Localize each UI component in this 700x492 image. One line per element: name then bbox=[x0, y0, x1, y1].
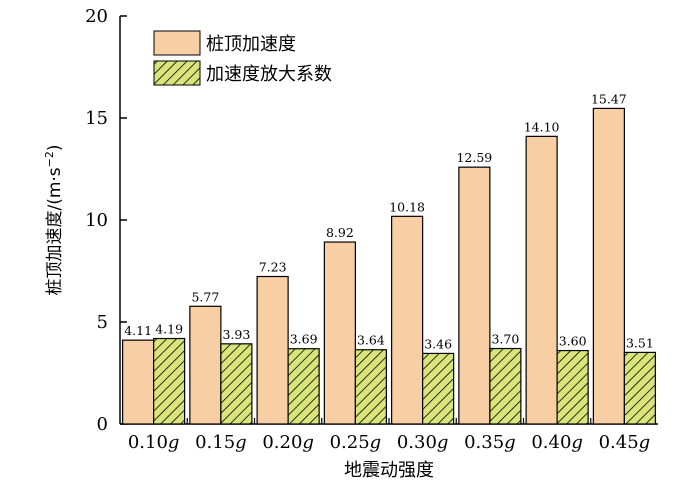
y-ticks: 0 5 10 15 20 bbox=[85, 6, 127, 435]
bar-amplification-factor-6 bbox=[556, 349, 589, 425]
x-axis-label: 地震动强度 bbox=[344, 460, 434, 481]
data-label: 10.18 bbox=[389, 199, 425, 214]
bar-amplification-factor-4 bbox=[422, 352, 455, 425]
legend-label-pile-top-acceleration: 桩顶加速度 bbox=[206, 34, 296, 55]
x-tick-label: 0.10g bbox=[128, 432, 180, 453]
bar-pile-top-acceleration-1 bbox=[189, 305, 222, 425]
y-axis-label-close: ) bbox=[45, 144, 65, 151]
bar-amplification-factor-0 bbox=[153, 337, 186, 425]
bar-amplification-factor-1 bbox=[220, 343, 253, 425]
x-tick-label: 0.25g bbox=[330, 432, 382, 453]
data-label: 3.93 bbox=[222, 327, 250, 342]
y-tick-label: 0 bbox=[97, 414, 108, 435]
legend-swatch-pile-top-acceleration bbox=[153, 30, 201, 56]
x-tick-label: 0.45g bbox=[599, 432, 651, 453]
bar-amplification-factor-3 bbox=[354, 349, 387, 425]
x-tick-labels: 0.10g 0.15g 0.20g 0.25g 0.30g 0.35g 0.40g 0.45g bbox=[128, 432, 650, 453]
x-tick-label: 0.15g bbox=[195, 432, 247, 453]
data-label: 3.64 bbox=[357, 333, 385, 348]
legend: 桩顶加速度 加速度放大系数 bbox=[153, 30, 332, 86]
y-tick-label: 10 bbox=[85, 210, 108, 231]
data-label: 5.77 bbox=[191, 289, 219, 304]
bar-pile-top-acceleration-3 bbox=[323, 241, 356, 425]
bar-pile-top-acceleration-6 bbox=[525, 135, 558, 425]
y-axis-label: 桩顶加速度/(m·s−2) bbox=[43, 144, 65, 295]
bar-pile-top-acceleration-7 bbox=[592, 107, 625, 425]
data-label: 7.23 bbox=[259, 260, 287, 275]
bar-pile-top-acceleration-5 bbox=[458, 166, 491, 425]
data-label: 12.59 bbox=[456, 150, 492, 165]
y-axis-label-exponent: −2 bbox=[43, 151, 56, 167]
data-label: 15.47 bbox=[591, 91, 627, 106]
y-tick-label: 20 bbox=[85, 6, 108, 27]
y-axis-label-main: 桩顶加速度/(m·s bbox=[45, 167, 65, 295]
data-label: 3.60 bbox=[559, 334, 587, 349]
x-tick-label: 0.30g bbox=[397, 432, 449, 453]
x-tick-label: 0.40g bbox=[531, 432, 583, 453]
bars: 4.11 4.19 5.77 3.93 7.23 3.69 8.92 3.64 10.18 3.4… bbox=[122, 91, 656, 425]
y-tick-label: 15 bbox=[85, 108, 108, 129]
data-label: 3.70 bbox=[491, 332, 519, 347]
data-label: 14.10 bbox=[524, 119, 560, 134]
data-label: 4.11 bbox=[124, 323, 152, 338]
legend-swatch-amplification-factor bbox=[153, 60, 201, 86]
x-tick-label: 0.20g bbox=[262, 432, 314, 453]
x-tick-label: 0.35g bbox=[464, 432, 516, 453]
y-tick-label: 5 bbox=[97, 312, 108, 333]
data-label: 3.69 bbox=[290, 332, 318, 347]
data-label: 3.51 bbox=[626, 335, 654, 350]
bar-amplification-factor-5 bbox=[489, 347, 522, 425]
data-label: 4.19 bbox=[155, 322, 183, 337]
bar-pile-top-acceleration-0 bbox=[122, 339, 155, 425]
legend-label-amplification-factor: 加速度放大系数 bbox=[206, 64, 332, 85]
data-label: 3.46 bbox=[424, 336, 452, 351]
bar-amplification-factor-2 bbox=[287, 348, 320, 425]
bar-amplification-factor-7 bbox=[623, 351, 656, 425]
bar-pile-top-acceleration-2 bbox=[256, 275, 289, 425]
bar-pile-top-acceleration-4 bbox=[391, 215, 424, 425]
data-label: 8.92 bbox=[326, 225, 354, 240]
